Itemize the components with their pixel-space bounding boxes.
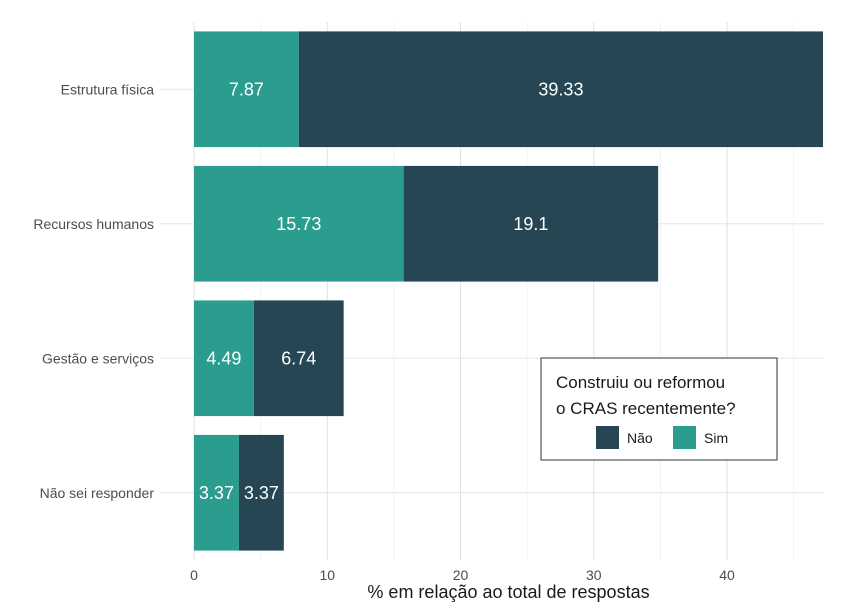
x-tick-label: 20 (453, 567, 469, 583)
bar-nao-gestao-e-servicos (253, 300, 344, 417)
x-axis-label: % em relação ao total de respostas (367, 582, 649, 602)
legend-key-nao (596, 426, 619, 449)
category-label: Gestão e serviços (42, 350, 154, 366)
bars: 7.87 39.33 15.73 19.1 4.49 6.74 3.37 3.37 (194, 31, 823, 551)
bar-sim-recursos-humanos (194, 165, 404, 282)
bar-value-label: 19.1 (513, 214, 548, 234)
bar-value-label: 15.73 (276, 214, 321, 234)
x-tick-labels: 0 10 20 30 40 (190, 567, 735, 583)
bar-nao-nao-sei-responder (238, 434, 284, 551)
bar-value-label: 39.33 (538, 79, 583, 99)
x-tick-label: 10 (319, 567, 335, 583)
legend-title-line-1: Construiu ou reformou (556, 373, 725, 392)
category-label: Estrutura física (61, 81, 155, 97)
bar-value-label: 3.37 (244, 483, 279, 503)
bar-value-label: 3.37 (199, 483, 234, 503)
x-tick-label: 40 (719, 567, 735, 583)
category-labels: Estrutura física Recursos humanos Gestão e… (33, 81, 154, 501)
x-tick-label: 0 (190, 567, 198, 583)
bar-value-label: 7.87 (229, 79, 264, 99)
bar-nao-estrutura-fisica (298, 31, 823, 148)
x-tick-label: 30 (586, 567, 602, 583)
bar-value-label: 6.74 (281, 348, 316, 368)
category-label: Não sei responder (40, 485, 155, 501)
legend-box (540, 357, 778, 461)
bar-value-label: 4.49 (206, 348, 241, 368)
legend-label-sim: Sim (704, 430, 728, 446)
legend-key-sim (673, 426, 696, 449)
legend-title-line-2: o CRAS recentemente? (556, 399, 736, 418)
legend: Construiu ou reformou o CRAS recentement… (540, 357, 778, 461)
bar-sim-nao-sei-responder (194, 434, 239, 551)
category-label: Recursos humanos (33, 216, 154, 232)
bar-sim-estrutura-fisica (194, 31, 299, 148)
legend-label-nao: Não (627, 430, 653, 446)
bar-sim-gestao-e-servicos (194, 300, 254, 417)
bar-nao-recursos-humanos (403, 165, 659, 282)
